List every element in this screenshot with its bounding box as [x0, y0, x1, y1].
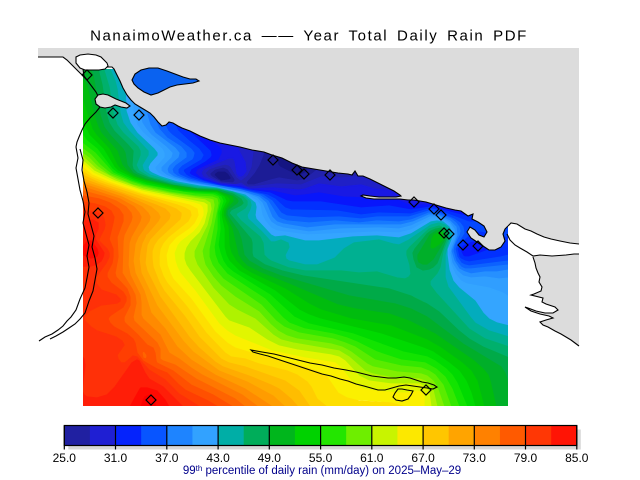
- svg-text:NanaimoWeather.ca —— Year Tota: NanaimoWeather.ca —— Year Total Daily Ra…: [90, 28, 528, 45]
- svg-text:61.0: 61.0: [360, 451, 384, 465]
- svg-text:67.0: 67.0: [411, 451, 435, 465]
- svg-text:31.0: 31.0: [104, 451, 128, 465]
- svg-text:37.0: 37.0: [155, 451, 179, 465]
- svg-text:49.0: 49.0: [258, 451, 282, 465]
- svg-text:99th percentile of daily rain: 99th percentile of daily rain (mm/day) o…: [183, 464, 461, 477]
- svg-text:85.0: 85.0: [565, 451, 589, 465]
- svg-text:55.0: 55.0: [309, 451, 333, 465]
- svg-text:79.0: 79.0: [514, 451, 538, 465]
- svg-text:73.0: 73.0: [463, 451, 487, 465]
- svg-text:25.0: 25.0: [53, 451, 77, 465]
- svg-text:43.0: 43.0: [206, 451, 230, 465]
